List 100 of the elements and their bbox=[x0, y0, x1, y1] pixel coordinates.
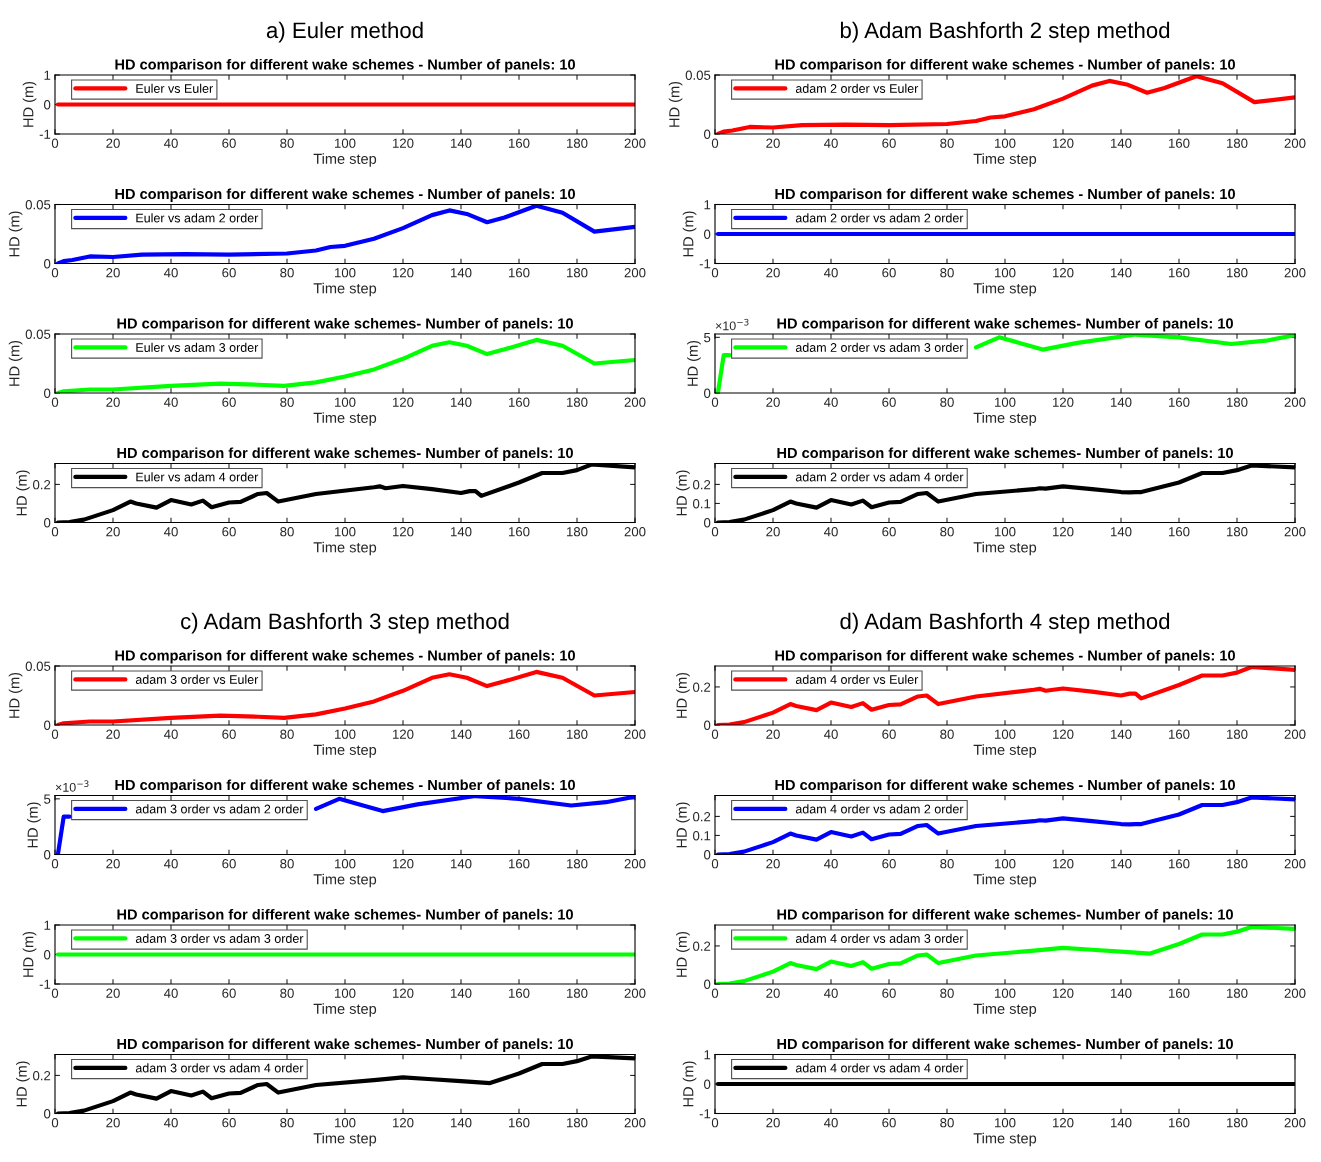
x-tick-label: 200 bbox=[624, 138, 646, 148]
x-tick-label: 120 bbox=[1053, 138, 1074, 148]
y-axis-title: HD (m) bbox=[16, 470, 30, 516]
x-tick-label: 40 bbox=[163, 988, 178, 998]
x-tick-label: 140 bbox=[1111, 729, 1132, 739]
y-tick-label: 0 bbox=[704, 1079, 711, 1089]
y-axis-title: HD (m) bbox=[8, 672, 23, 718]
x-tick-label: 180 bbox=[1227, 1118, 1248, 1128]
x-axis-title: Time step bbox=[313, 1003, 377, 1017]
x-tick-label: 200 bbox=[1284, 1118, 1306, 1128]
chart-subtitle: c) Adam Bashforth 3 step method bbox=[181, 612, 509, 634]
x-tick-label: 100 bbox=[995, 268, 1016, 278]
y-axis-title: HD (m) bbox=[682, 211, 697, 257]
x-tick-label: 180 bbox=[567, 1118, 588, 1128]
y-tick-label: 0.05 bbox=[25, 329, 51, 339]
y-tick-label: 5 bbox=[44, 794, 51, 804]
x-tick-label: 140 bbox=[451, 138, 472, 148]
x-tick-label: 20 bbox=[106, 138, 120, 148]
x-tick-label: 60 bbox=[882, 138, 896, 148]
legend-label: adam 2 order vs adam 4 order bbox=[795, 472, 964, 482]
x-tick-label: 160 bbox=[1169, 1118, 1190, 1128]
y-tick-label: 5 bbox=[704, 333, 711, 343]
x-tick-label: 60 bbox=[882, 527, 896, 537]
line-series bbox=[715, 925, 1295, 984]
x-tick-label: 160 bbox=[509, 268, 530, 278]
y-tick-label: 1 bbox=[704, 200, 711, 210]
x-tick-label: 140 bbox=[1111, 138, 1132, 148]
chart-title: HD comparison for different wake schemes - Number of panels: 10 bbox=[115, 58, 575, 73]
x-tick-label: 140 bbox=[451, 527, 472, 537]
x-tick-label: 120 bbox=[393, 527, 414, 537]
y-tick-label: 0 bbox=[44, 259, 51, 269]
x-tick-label: 100 bbox=[335, 397, 356, 407]
x-tick-label: 200 bbox=[624, 859, 646, 869]
x-tick-label: 100 bbox=[335, 268, 356, 278]
x-axis-title: Time step bbox=[313, 873, 377, 888]
chart-title: HD comparison for different wake schemes- Number of panels: 10 bbox=[117, 317, 573, 332]
x-axis-title: Time step bbox=[973, 744, 1037, 758]
y-axis-title: HD (m) bbox=[22, 931, 37, 977]
x-tick-label: 60 bbox=[222, 859, 236, 869]
x-axis-title: Time step bbox=[973, 282, 1037, 297]
y-tick-label: 0.05 bbox=[25, 200, 51, 210]
y-axis-title: HD (m) bbox=[22, 81, 37, 127]
x-tick-label: 60 bbox=[882, 988, 896, 998]
y-tick-label: 0 bbox=[44, 1109, 51, 1119]
x-axis-title: Time step bbox=[973, 873, 1037, 888]
x-tick-label: 120 bbox=[1053, 268, 1074, 278]
x-tick-label: 140 bbox=[1111, 527, 1132, 537]
x-tick-label: 200 bbox=[1284, 859, 1306, 869]
y-axis-title: HD (m) bbox=[16, 1061, 30, 1107]
x-tick-label: 40 bbox=[163, 729, 178, 739]
x-tick-label: 140 bbox=[1111, 268, 1132, 278]
x-tick-label: 100 bbox=[335, 988, 356, 998]
x-tick-label: 0 bbox=[711, 138, 719, 148]
x-axis-title: Time step bbox=[313, 282, 377, 297]
x-tick-label: 140 bbox=[451, 397, 472, 407]
legend-label: Euler vs adam 2 order bbox=[136, 213, 259, 223]
y-tick-label: 0 bbox=[704, 979, 711, 989]
y-tick-label: 0.1 bbox=[693, 499, 711, 509]
x-tick-label: 180 bbox=[1227, 859, 1248, 869]
x-tick-label: 60 bbox=[222, 729, 236, 739]
x-tick-label: 200 bbox=[1284, 138, 1306, 148]
x-tick-label: 20 bbox=[766, 527, 780, 537]
x-tick-label: 120 bbox=[393, 988, 414, 998]
y-tick-label: 0 bbox=[704, 850, 711, 860]
legend-label: adam 3 order vs adam 3 order bbox=[135, 933, 304, 943]
x-tick-label: 180 bbox=[567, 138, 588, 148]
x-tick-label: 40 bbox=[823, 397, 838, 407]
x-tick-label: 80 bbox=[280, 729, 294, 739]
x-tick-label: 180 bbox=[1227, 397, 1248, 407]
x-axis-title: Time step bbox=[973, 412, 1037, 426]
x-axis-title: Time step bbox=[313, 153, 377, 167]
y-tick-label: 0.2 bbox=[33, 1071, 51, 1081]
x-tick-label: 40 bbox=[163, 397, 178, 407]
y-tick-label: 0 bbox=[704, 720, 711, 730]
x-tick-label: 100 bbox=[995, 859, 1016, 869]
x-tick-label: 100 bbox=[335, 138, 356, 148]
x-tick-label: 100 bbox=[335, 859, 356, 869]
x-tick-label: 120 bbox=[1053, 1118, 1074, 1128]
x-tick-label: 60 bbox=[222, 527, 236, 537]
chart-title: HD comparison for different wake schemes- Number of panels: 10 bbox=[777, 447, 1233, 461]
y-axis-title: HD (m) bbox=[676, 672, 690, 718]
line-series bbox=[55, 204, 635, 264]
x-tick-label: 80 bbox=[940, 859, 954, 869]
line-series bbox=[715, 795, 1295, 855]
x-tick-label: 100 bbox=[335, 527, 356, 537]
chart-title: HD comparison for different wake schemes- Number of panels: 10 bbox=[777, 908, 1233, 923]
x-tick-label: 160 bbox=[1169, 729, 1190, 739]
x-tick-label: 20 bbox=[766, 268, 780, 278]
x-axis-title: Time step bbox=[313, 412, 377, 426]
x-tick-label: 100 bbox=[995, 729, 1016, 739]
chart-title: HD comparison for different wake schemes - Number of panels: 10 bbox=[775, 188, 1235, 202]
y-tick-label: 0.2 bbox=[693, 941, 711, 951]
x-tick-label: 40 bbox=[163, 268, 178, 278]
y-tick-label: -1 bbox=[699, 1109, 711, 1119]
x-tick-label: 0 bbox=[51, 138, 59, 148]
chart-subtitle: b) Adam Bashforth 2 step method bbox=[840, 21, 1170, 43]
x-tick-label: 20 bbox=[766, 397, 780, 407]
y-tick-label: 0.1 bbox=[693, 831, 711, 841]
x-tick-label: 140 bbox=[1111, 1118, 1132, 1128]
y-tick-label: 0 bbox=[44, 388, 51, 398]
